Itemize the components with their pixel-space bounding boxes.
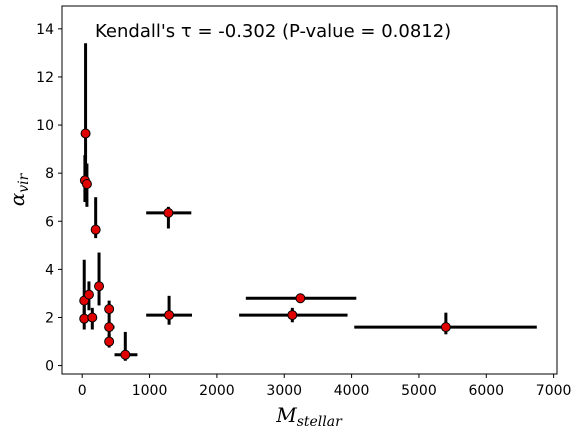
x-axis-label: Mstellar [275,403,343,430]
x-axis-label-main: M [275,403,297,427]
data-point-11 [104,336,115,347]
y-axis-label-main: α [5,192,29,206]
y-tick-label-14: 14 [36,22,54,38]
data-point-13 [163,207,174,218]
data-point-17 [440,322,451,333]
x-tick-label-4000: 4000 [334,383,370,399]
y-tick-label-6: 6 [45,214,54,230]
y-axis-ticks: 0 2 4 6 8 10 12 14 [36,22,62,375]
kendall-annotation: Kendall's τ = -0.302 (P-value = 0.0812) [95,21,451,42]
data-point-10 [104,322,115,333]
data-point-12 [120,349,131,360]
data-points [79,128,451,360]
x-tick-label-7000: 7000 [536,383,572,399]
y-tick-label-12: 12 [36,70,54,86]
y-tick-label-10: 10 [36,118,54,134]
plot-frame [61,5,558,375]
y-axis-label: αvir [5,172,32,206]
data-point-16 [287,310,298,321]
data-point-7 [79,313,90,324]
x-tick-label-6000: 6000 [468,383,504,399]
x-tick-label-5000: 5000 [401,383,437,399]
x-tick-label-1000: 1000 [132,383,168,399]
x-axis-ticks: 0 1000 2000 3000 4000 5000 6000 7000 [78,374,572,399]
x-axis-label-sub: stellar [297,414,343,430]
data-point-4 [94,281,105,292]
x-tick-label-3000: 3000 [266,383,302,399]
y-tick-label-2: 2 [45,310,54,326]
data-point-6 [83,289,94,300]
y-tick-label-4: 4 [45,262,54,278]
data-point-3 [90,224,101,235]
data-point-9 [104,304,115,315]
data-point-14 [164,310,175,321]
x-tick-label-2000: 2000 [199,383,235,399]
data-point-2 [81,178,92,189]
x-tick-label-0: 0 [78,383,87,399]
y-tick-label-8: 8 [45,166,54,182]
data-point-0 [80,128,91,139]
data-point-8 [87,312,98,323]
error-bars [82,43,537,361]
y-axis-label-sub: vir [16,172,32,192]
y-tick-label-0: 0 [45,359,54,375]
data-point-15 [295,293,306,304]
